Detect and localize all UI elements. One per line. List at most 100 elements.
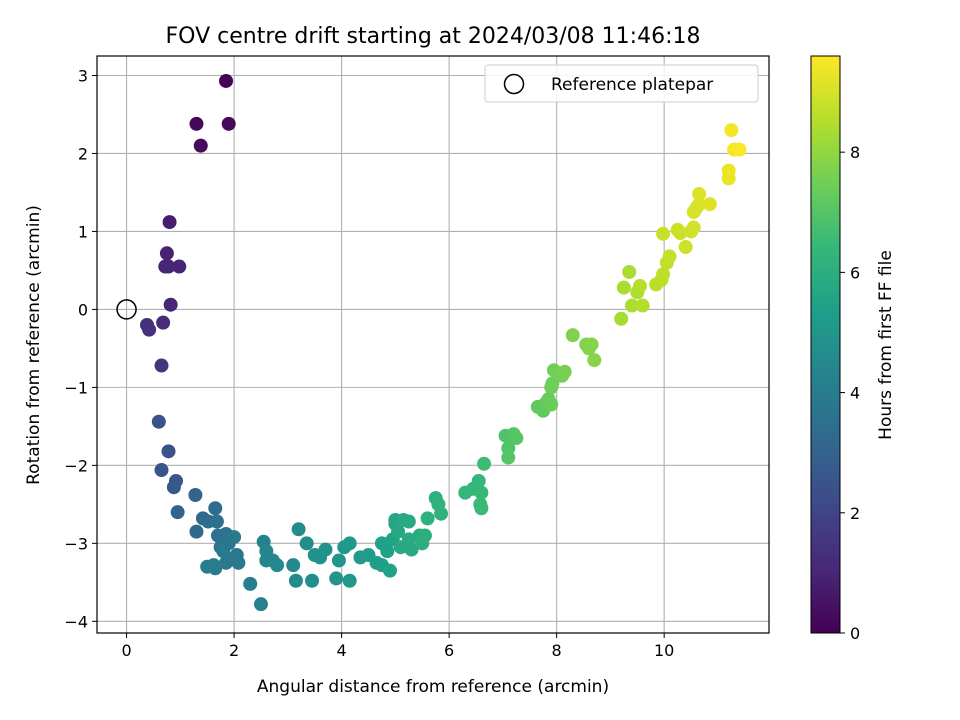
data-point: [342, 573, 357, 588]
data-point: [673, 225, 688, 240]
data-point: [161, 444, 176, 459]
data-point: [288, 573, 303, 588]
data-point: [243, 576, 258, 591]
data-points: [139, 73, 747, 612]
legend-box: [484, 64, 759, 103]
data-point: [692, 197, 707, 212]
colorbar-tick-label: 4: [850, 384, 860, 403]
y-tick-label: −3: [64, 534, 88, 553]
data-point: [231, 555, 246, 570]
y-tick-label: 2: [78, 144, 88, 163]
colorbar-tick-label: 6: [850, 263, 860, 282]
data-point: [221, 116, 236, 131]
data-point: [162, 215, 177, 230]
x-axis-label: Angular distance from reference (arcmin): [257, 677, 609, 697]
data-point: [656, 226, 671, 241]
data-point: [656, 267, 671, 282]
data-point: [142, 322, 157, 337]
data-point: [509, 431, 524, 446]
data-point: [159, 246, 174, 261]
colorbar-gradient: [810, 55, 841, 634]
colorbar-tick-label: 0: [850, 624, 860, 643]
legend-marker-icon: [503, 73, 525, 95]
data-point: [391, 524, 406, 539]
data-point: [216, 544, 231, 559]
data-point: [587, 353, 602, 368]
data-point: [635, 298, 650, 313]
y-axis-label: Rotation from reference (arcmin): [24, 205, 44, 485]
data-point: [189, 116, 204, 131]
data-point: [286, 558, 301, 573]
data-point: [686, 220, 701, 235]
data-point: [584, 337, 599, 352]
x-tick-label: 8: [552, 641, 562, 660]
data-point: [163, 297, 178, 312]
data-point: [318, 542, 333, 557]
y-tick-label: −1: [64, 378, 88, 397]
data-point: [632, 279, 647, 294]
data-point: [732, 142, 747, 157]
data-point: [662, 249, 677, 264]
data-point: [305, 573, 320, 588]
y-tick-label: 0: [78, 300, 88, 319]
x-tick-label: 2: [229, 641, 239, 660]
data-point: [724, 123, 739, 138]
data-point: [299, 536, 314, 551]
x-tick-label: 10: [654, 641, 674, 660]
data-point: [156, 315, 171, 330]
data-point: [329, 571, 344, 586]
y-tick-label: 1: [78, 222, 88, 241]
plot-frame: [96, 55, 770, 634]
colorbar-tick-label: 2: [850, 504, 860, 523]
data-point: [166, 480, 181, 495]
data-point: [189, 524, 204, 539]
y-tick-label: 3: [78, 66, 88, 85]
data-point: [382, 563, 397, 578]
data-point: [401, 514, 416, 529]
data-point: [474, 485, 489, 500]
data-point: [193, 138, 208, 153]
y-tick-label: −4: [64, 612, 88, 631]
x-tick-label: 4: [337, 641, 347, 660]
colorbar-tick-label: 8: [850, 143, 860, 162]
reference-platepar-marker: [116, 299, 137, 320]
data-point: [565, 328, 580, 343]
data-point: [342, 536, 357, 551]
data-point: [188, 487, 203, 502]
data-point: [557, 364, 572, 379]
data-point: [434, 506, 449, 521]
data-point: [380, 544, 395, 559]
data-point: [721, 163, 736, 178]
data-point: [471, 473, 486, 488]
data-point: [219, 555, 234, 570]
data-point: [253, 597, 268, 612]
data-point: [614, 311, 629, 326]
y-tick-label: −2: [64, 456, 88, 475]
data-point: [208, 501, 223, 516]
legend-entry-label: Reference platepar: [551, 75, 713, 95]
data-point: [702, 197, 717, 212]
data-point: [417, 528, 432, 543]
data-point: [545, 376, 560, 391]
data-point: [420, 511, 435, 526]
x-axis-ticks: 0 2 4 6 8 10: [121, 633, 674, 660]
data-point: [624, 298, 639, 313]
data-point: [331, 553, 346, 568]
data-point: [616, 280, 631, 295]
x-tick-label: 6: [444, 641, 454, 660]
y-axis-ticks: −4 −3 −2 −1 0 1 2 3: [64, 66, 97, 631]
x-tick-label: 0: [121, 641, 131, 660]
data-point: [270, 558, 285, 573]
data-point: [172, 259, 187, 274]
data-point: [227, 530, 242, 545]
data-point: [151, 414, 166, 429]
data-point: [291, 522, 306, 537]
data-point: [154, 358, 169, 373]
data-point: [154, 463, 169, 478]
colorbar: 0 2 4 6 8 Hours from first FF file: [810, 55, 896, 643]
data-point: [161, 259, 176, 274]
data-point: [692, 187, 707, 202]
data-point: [544, 397, 559, 412]
legend: Reference platepar: [484, 64, 759, 103]
